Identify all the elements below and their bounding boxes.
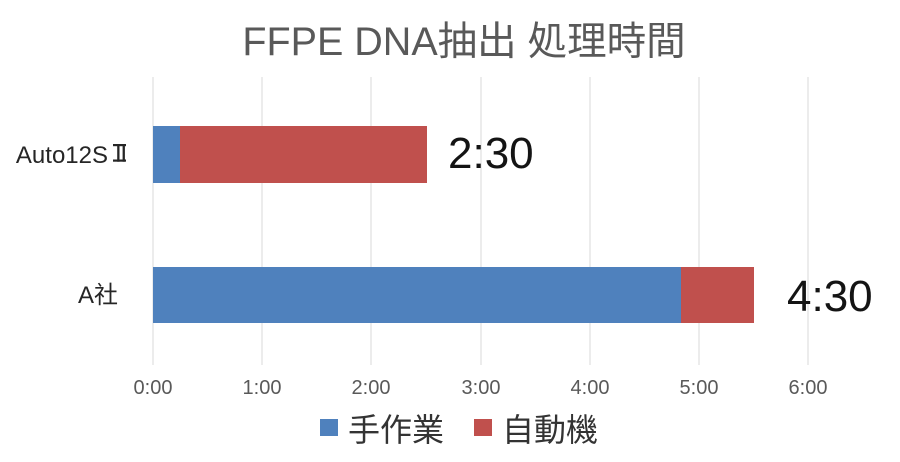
svg-text:5:00: 5:00 (680, 377, 719, 399)
svg-text:4:00: 4:00 (571, 377, 610, 399)
svg-text:自動機: 自動機 (502, 412, 598, 448)
svg-text:Auto12S: Auto12S (16, 142, 108, 169)
svg-text:2:30: 2:30 (448, 129, 534, 178)
svg-text:1:00: 1:00 (243, 377, 282, 399)
svg-text:A社: A社 (78, 282, 118, 309)
svg-text:手作業: 手作業 (348, 412, 444, 448)
svg-text:3:00: 3:00 (462, 377, 501, 399)
svg-text:0:00: 0:00 (134, 377, 173, 399)
svg-text:6:00: 6:00 (789, 377, 828, 399)
svg-text:2:00: 2:00 (352, 377, 391, 399)
svg-text:4:30: 4:30 (787, 272, 873, 321)
